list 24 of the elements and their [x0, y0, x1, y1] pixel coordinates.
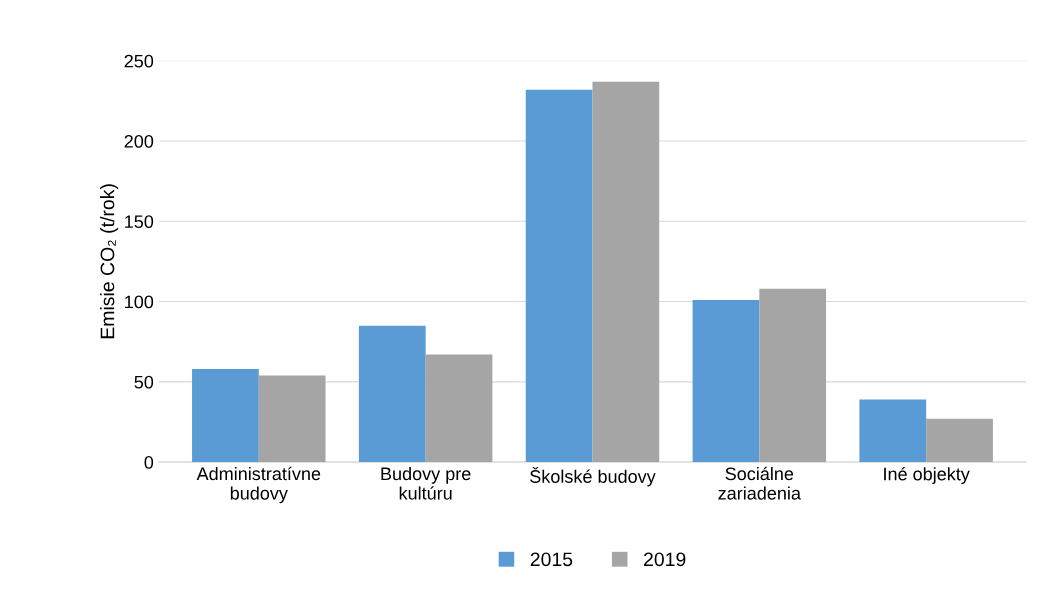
- y-tick-label: 100: [125, 295, 154, 309]
- bar: [926, 418, 993, 463]
- x-tick-label: Budovy pre kultúru: [381, 466, 471, 500]
- x-tick-label: Iné objekty: [884, 466, 970, 484]
- bar: [759, 288, 827, 463]
- x-tick-label: Školské budovy: [530, 466, 656, 487]
- bar: [358, 325, 426, 463]
- y-tick-label: 200: [124, 134, 154, 148]
- y-tick-label: 50: [134, 375, 154, 389]
- y-tick-label: 0: [144, 456, 154, 469]
- legend-label: 2019: [644, 552, 686, 567]
- bar: [692, 299, 760, 463]
- x-tick-label: Administratívne budovy: [196, 466, 321, 504]
- bar: [192, 368, 259, 463]
- bar: [425, 354, 493, 463]
- bar: [592, 81, 660, 463]
- y-tick-label: 150: [125, 215, 154, 229]
- bar: [859, 399, 927, 463]
- y-tick-label: 250: [124, 54, 154, 68]
- x-tick-label: Sociálne zariadenia: [718, 466, 801, 500]
- bar: [525, 89, 593, 463]
- bar: [258, 375, 326, 463]
- y-axis-title: Emisie CO₂ (t/rok): [100, 184, 119, 339]
- legend-label: 2015: [530, 552, 573, 567]
